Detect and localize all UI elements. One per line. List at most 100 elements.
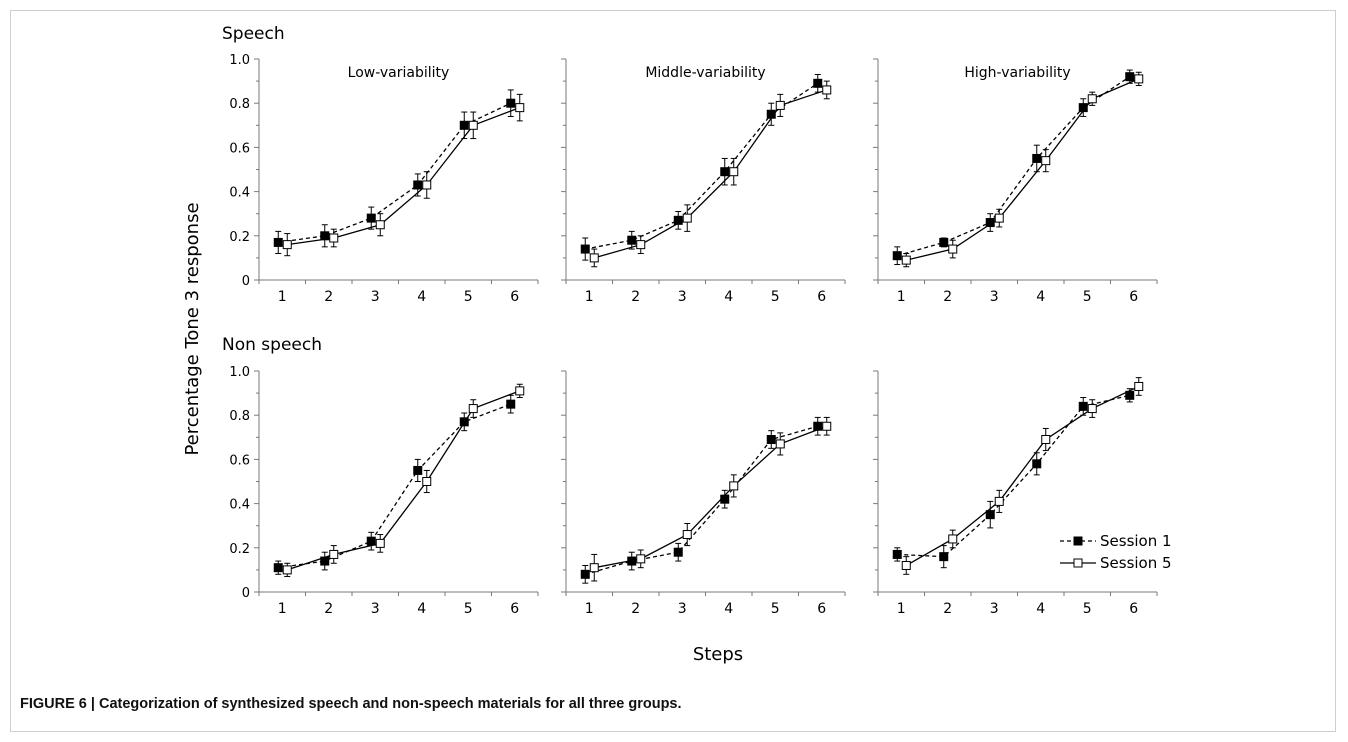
data-point-session-5: [422, 180, 432, 190]
y-tick-label: 0.8: [229, 97, 250, 112]
data-point-session-5: [1087, 94, 1097, 104]
data-point-session-1: [1125, 72, 1135, 82]
data-point-session-5: [901, 560, 911, 570]
x-tick-label: 6: [817, 289, 826, 305]
data-point-session-5: [422, 477, 432, 486]
data-point-session-5: [682, 213, 692, 223]
data-point-session-1: [580, 569, 590, 579]
series-line-session-1: [897, 76, 1131, 257]
data-point-session-1: [459, 120, 469, 130]
data-point-session-5: [515, 386, 525, 396]
data-point-session-5: [994, 213, 1004, 223]
data-point-session-1: [580, 244, 590, 254]
data-point-session-5: [1134, 74, 1144, 84]
x-tick-label: 5: [1083, 601, 1092, 617]
x-tick-label: 1: [585, 601, 594, 617]
x-tick-label: 2: [631, 601, 640, 617]
data-point-session-5: [589, 253, 599, 263]
row-label-non-speech: Non speech: [222, 335, 322, 355]
data-point-session-1: [985, 218, 995, 228]
x-tick-label: 5: [771, 289, 780, 305]
data-point-session-5: [515, 103, 525, 113]
data-point-session-5: [329, 549, 339, 559]
y-tick-label: 1.0: [229, 365, 250, 380]
data-point-session-5: [729, 167, 739, 177]
x-tick-label: 4: [1036, 289, 1045, 305]
x-tick-label: 6: [1129, 601, 1138, 617]
data-point-session-1: [892, 251, 902, 261]
data-point-session-5: [901, 255, 911, 265]
x-tick-label: 5: [464, 289, 473, 305]
x-tick-label: 4: [724, 601, 733, 617]
series-line-session-5: [594, 89, 827, 259]
data-point-session-5: [775, 100, 785, 110]
series-line-session-5: [287, 390, 520, 571]
chart-panels: 0 0.2 0.4 0.6 0.8 1.0 1 2 3 4 5 6 Low-variability 1 2 3…: [229, 53, 1158, 617]
data-point-session-5: [329, 233, 339, 243]
data-point-session-5: [282, 240, 292, 250]
data-point-session-1: [1078, 401, 1088, 411]
x-tick-label: 2: [324, 289, 333, 305]
y-tick-label: 0: [242, 274, 250, 289]
panel-title: Low-variability: [348, 65, 450, 81]
data-point-session-1: [720, 167, 730, 177]
data-point-session-5: [729, 481, 739, 491]
x-tick-label: 3: [990, 601, 999, 617]
data-point-session-5: [1134, 381, 1144, 391]
data-point-session-5: [636, 554, 646, 564]
data-point-session-1: [985, 510, 995, 520]
series-line-session-1: [897, 394, 1130, 558]
data-point-session-1: [813, 78, 823, 88]
x-tick-label: 4: [1036, 601, 1045, 617]
legend: Session 1 Session 5: [1060, 532, 1172, 572]
x-tick-label: 2: [631, 289, 640, 305]
y-tick-label: 0.8: [229, 409, 250, 424]
data-point-session-1: [413, 180, 423, 190]
x-tick-label: 1: [278, 289, 287, 305]
series-line-session-5: [905, 385, 1140, 567]
series-line-session-5: [906, 78, 1140, 261]
chart-panel-4: 0 0.2 0.4 0.6 0.8 1.0 1 2 3 4 5 6: [229, 365, 539, 617]
data-point-session-1: [1032, 153, 1042, 163]
x-tick-label: 1: [585, 289, 594, 305]
x-tick-label: 3: [371, 289, 380, 305]
y-tick-label: 0.6: [229, 453, 250, 468]
chart-panel-1: 0 0.2 0.4 0.6 0.8 1.0 1 2 3 4 5 6 Low-variability: [229, 53, 539, 305]
data-point-session-1: [1032, 459, 1042, 469]
x-tick-label: 2: [943, 289, 952, 305]
x-tick-label: 4: [417, 601, 426, 617]
x-axis-label: Steps: [693, 644, 743, 665]
x-tick-label: 6: [817, 601, 826, 617]
x-tick-label: 3: [678, 601, 687, 617]
legend-label-session-5: Session 5: [1100, 554, 1172, 572]
x-tick-label: 1: [278, 601, 287, 617]
data-point-session-5: [282, 565, 292, 575]
data-point-session-5: [375, 538, 385, 548]
data-point-session-1: [506, 399, 516, 409]
figure-caption: FIGURE 6 | Categorization of synthesized…: [20, 696, 682, 712]
x-tick-label: 1: [897, 289, 906, 305]
series-line-session-1: [278, 403, 511, 569]
data-point-session-1: [273, 563, 283, 573]
x-tick-label: 1: [897, 601, 906, 617]
x-tick-label: 5: [1083, 289, 1092, 305]
data-point-session-1: [939, 552, 949, 562]
data-point-session-5: [822, 421, 832, 431]
data-point-session-5: [375, 220, 385, 230]
data-point-session-5: [948, 534, 958, 544]
x-tick-label: 3: [990, 289, 999, 305]
y-tick-label: 0.2: [229, 230, 250, 245]
x-tick-label: 2: [324, 601, 333, 617]
data-point-session-1: [413, 465, 423, 475]
data-point-session-1: [627, 235, 637, 245]
x-tick-label: 4: [724, 289, 733, 305]
data-point-session-5: [1041, 156, 1051, 166]
data-point-session-1: [673, 547, 683, 557]
y-tick-label: 1.0: [229, 53, 250, 68]
y-tick-label: 0: [242, 586, 250, 601]
data-point-session-5: [994, 496, 1004, 506]
data-point-session-5: [468, 120, 478, 130]
series-line-session-5: [287, 107, 520, 246]
data-point-session-1: [939, 237, 949, 247]
